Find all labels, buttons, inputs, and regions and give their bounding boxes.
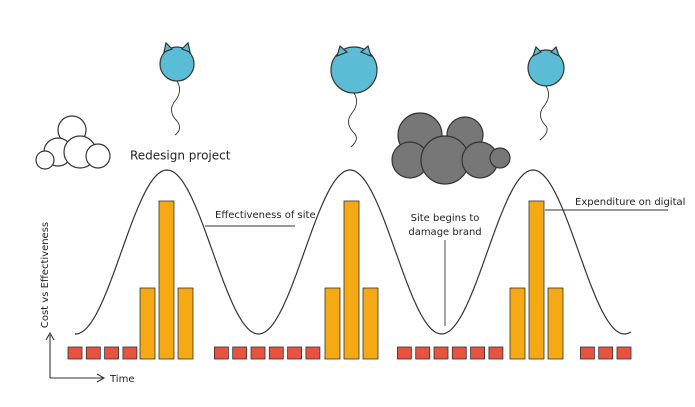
- orange-bar: [509, 287, 526, 360]
- red-block: [85, 346, 101, 360]
- red-block: [250, 346, 266, 360]
- y-axis-label: Cost vs Effectiveness: [40, 222, 51, 328]
- red-block: [305, 346, 321, 360]
- red-block: [580, 346, 595, 360]
- red-block: [451, 346, 467, 360]
- damage-label: Site begins to: [411, 213, 480, 224]
- effectiveness-label: Effectiveness of site: [215, 210, 316, 221]
- red-block: [616, 346, 632, 360]
- red-block: [232, 346, 248, 360]
- effectiveness-curve: [74, 169, 632, 335]
- damage-label: damage brand: [408, 227, 481, 238]
- red-block: [488, 346, 504, 360]
- red-block: [415, 346, 431, 360]
- grey-cloud: [391, 112, 511, 185]
- red-block: [598, 346, 614, 360]
- orange-bar: [139, 287, 156, 360]
- red-block: [396, 346, 412, 360]
- orange-bar: [362, 287, 379, 360]
- redesign-label: Redesign project: [130, 149, 231, 163]
- axes: [45, 331, 106, 383]
- orange-bar: [324, 287, 341, 360]
- orange-bar: [177, 287, 194, 360]
- orange-bar: [528, 200, 545, 360]
- balloon-strings: [171, 80, 549, 148]
- orange-bar: [547, 287, 564, 360]
- balloons: [159, 41, 565, 94]
- white-cloud: [35, 115, 111, 170]
- annotation-lines: [205, 209, 668, 326]
- orange-bar: [343, 200, 360, 360]
- red-block: [122, 346, 138, 360]
- x-axis-label: Time: [109, 374, 134, 385]
- red-block: [433, 346, 449, 360]
- red-block: [287, 346, 303, 360]
- bars: [67, 200, 632, 360]
- red-block: [67, 346, 83, 360]
- red-block: [470, 346, 486, 360]
- expenditure-label: Expenditure on digital: [575, 197, 685, 208]
- red-block: [268, 346, 284, 360]
- red-block: [104, 346, 119, 360]
- red-block: [213, 346, 229, 360]
- orange-bar: [158, 200, 175, 360]
